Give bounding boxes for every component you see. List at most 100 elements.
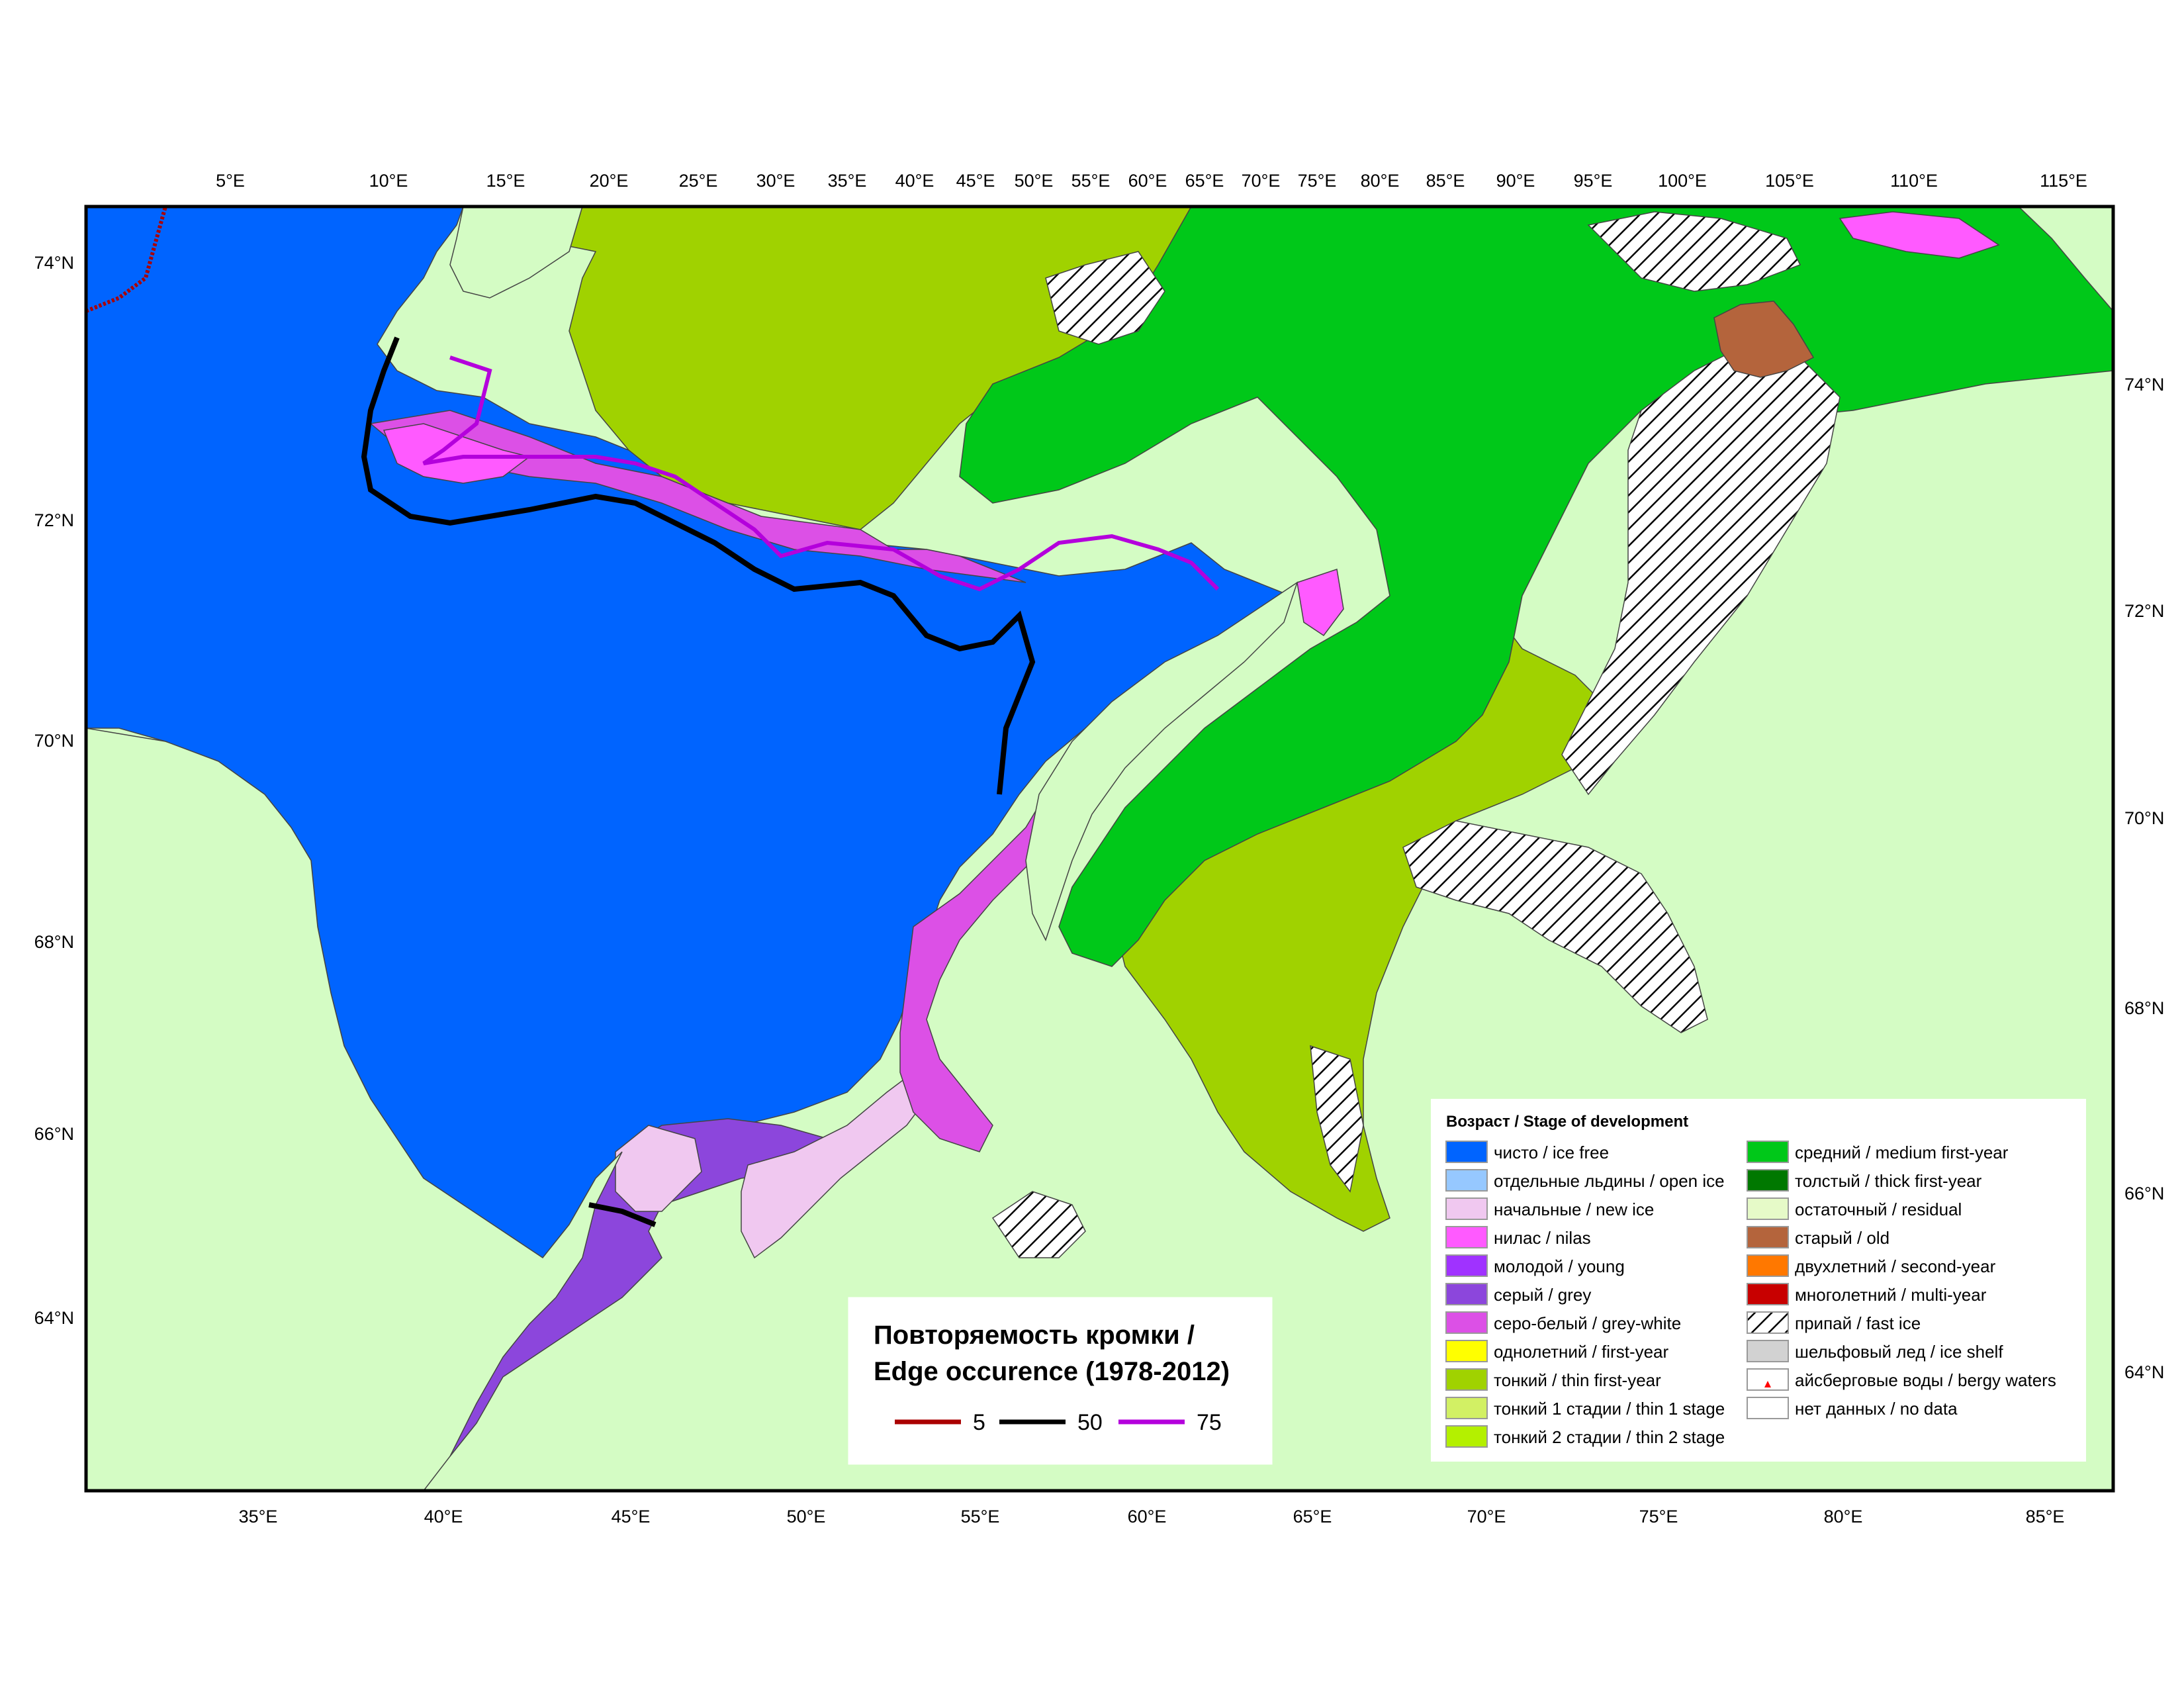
bottom-lon-label: 40°E: [424, 1507, 463, 1526]
right-latitude-labels: 74°N 72°N 70°N 68°N 66°N 64°N: [2124, 375, 2164, 1382]
legend-swatch: [1445, 1141, 1488, 1163]
left-lat-label: 72°N: [34, 510, 74, 530]
legend-swatch: [1445, 1311, 1488, 1334]
edge-line-50-south: [588, 1202, 657, 1227]
legend-label: двухлетний / second-year: [1795, 1256, 1996, 1276]
bottom-longitude-labels: 35°E 40°E 45°E 50°E 55°E 60°E 65°E 70°E 75°E 80°E…: [239, 1507, 2065, 1526]
edge-line-75: [422, 355, 1220, 592]
nilas-yamal-region: [1839, 211, 2000, 259]
top-lon-label: 40°E: [895, 171, 934, 191]
legend-label: припай / fast ice: [1795, 1313, 1921, 1333]
bottom-lon-label: 60°E: [1128, 1507, 1167, 1526]
top-lon-label: 85°E: [1426, 171, 1465, 191]
top-lon-label: 20°E: [590, 171, 629, 191]
right-lat-label: 64°N: [2124, 1362, 2164, 1382]
edge-line-50: [361, 336, 1036, 795]
edge-legend-label: 75: [1197, 1410, 1222, 1435]
legend-label: начальные / new ice: [1494, 1199, 1654, 1219]
edge-legend-title-line2: Edge occurence (1978-2012): [874, 1357, 1230, 1386]
edge-legend-title-line1: Повторяемость кромки /: [874, 1321, 1195, 1350]
legend-label: нилас / nilas: [1494, 1228, 1591, 1248]
edge-line-5: [86, 207, 167, 313]
legend-swatch: [1445, 1340, 1488, 1362]
top-lon-label: 65°E: [1185, 171, 1224, 191]
legend-label: айсберговые воды / bergy waters: [1795, 1370, 2056, 1390]
legend-label: тонкий 1 стадии / thin 1 stage: [1494, 1399, 1725, 1419]
legend-label: толстый / thick first-year: [1795, 1171, 1982, 1191]
top-lon-label: 80°E: [1361, 171, 1400, 191]
top-lon-label: 70°E: [1242, 171, 1281, 191]
nilas-region: [383, 423, 1344, 637]
legend-label: серо-белый / grey-white: [1494, 1313, 1681, 1333]
bottom-lon-label: 45°E: [612, 1507, 651, 1526]
top-lon-label: 30°E: [756, 171, 796, 191]
bottom-lon-label: 80°E: [1824, 1507, 1863, 1526]
edge-legend-label: 50: [1077, 1410, 1103, 1435]
bottom-lon-label: 55°E: [961, 1507, 1000, 1526]
legend-swatch: [1747, 1226, 1789, 1248]
top-lon-label: 105°E: [1765, 171, 1814, 191]
left-lat-label: 68°N: [34, 932, 74, 952]
top-lon-label: 5°E: [216, 171, 245, 191]
legend-label: средний / medium first-year: [1795, 1143, 2009, 1162]
bottom-lon-label: 85°E: [2026, 1507, 2065, 1526]
kola-land: [86, 727, 623, 1491]
top-longitude-labels: 5°E 10°E 15°E 20°E 25°E 30°E 35°E 40°E 45°E 50°E 5…: [216, 171, 2087, 191]
legend-swatch: [1747, 1397, 1789, 1419]
legend-swatch: [1747, 1368, 1789, 1391]
new-ice-region: [615, 1071, 927, 1259]
stage-legend-right-column: средний / medium first-year толстый / thi…: [1747, 1141, 2056, 1419]
left-latitude-labels: 74°N 72°N 70°N 68°N 66°N 64°N: [34, 253, 74, 1328]
legend-label: серый / grey: [1494, 1285, 1591, 1305]
legend-swatch: [1445, 1169, 1488, 1192]
legend-swatch: [1445, 1226, 1488, 1248]
grey-white-region: [369, 410, 1060, 1152]
legend-label: старый / old: [1795, 1228, 1889, 1248]
legend-label: чисто / ice free: [1494, 1143, 1609, 1162]
fast-ice-region: [991, 211, 1841, 1258]
legend-swatch: [1747, 1254, 1789, 1277]
left-lat-label: 70°N: [34, 731, 74, 751]
legend-label: молодой / young: [1494, 1256, 1625, 1276]
legend-label: однолетний / first-year: [1494, 1342, 1669, 1362]
top-lon-label: 110°E: [1890, 171, 1938, 191]
legend-swatch: [1747, 1311, 1789, 1334]
legend-swatch: [1747, 1340, 1789, 1362]
edge-legend-label: 5: [973, 1410, 985, 1435]
right-lat-label: 66°N: [2124, 1184, 2164, 1203]
top-lon-label: 100°E: [1658, 171, 1707, 191]
stage-legend: Возраст / Stage of development чисто / i…: [1431, 1099, 2086, 1462]
stage-legend-title: Возраст / Stage of development: [1446, 1113, 1688, 1131]
left-lat-label: 64°N: [34, 1308, 74, 1328]
right-lat-label: 70°N: [2124, 808, 2164, 828]
edge-occurrence-legend: Повторяемость кромки / Edge occurence (1…: [848, 1297, 1273, 1465]
legend-swatch: [1445, 1368, 1488, 1391]
bottom-lon-label: 70°E: [1467, 1507, 1506, 1526]
top-lon-label: 60°E: [1128, 171, 1167, 191]
legend-swatch: [1747, 1197, 1789, 1220]
top-lon-label: 55°E: [1071, 171, 1111, 191]
svalbard-land: [449, 207, 583, 299]
left-lat-label: 66°N: [34, 1124, 74, 1144]
legend-label: многолетний / multi-year: [1795, 1285, 1987, 1305]
legend-swatch: [1747, 1283, 1789, 1305]
top-lon-label: 50°E: [1015, 171, 1054, 191]
legend-swatch: [1445, 1425, 1488, 1448]
stage-legend-left-column: чисто / ice free отдельные льдины / open …: [1445, 1141, 1725, 1448]
right-lat-label: 72°N: [2124, 601, 2164, 621]
bergy-waters-icon: [1764, 1381, 1771, 1387]
top-lon-label: 45°E: [956, 171, 995, 191]
top-lon-label: 10°E: [369, 171, 408, 191]
map-frame: [84, 205, 2115, 1493]
legend-label: остаточный / residual: [1795, 1199, 1962, 1219]
edge-legend-box: [848, 1297, 1273, 1465]
left-lat-label: 74°N: [34, 253, 74, 273]
legend-swatch: [1445, 1197, 1488, 1220]
top-lon-label: 90°E: [1496, 171, 1535, 191]
map-body: [86, 207, 2113, 1491]
legend-label: тонкий / thin first-year: [1494, 1370, 1661, 1390]
old-ice-region: [1713, 301, 1815, 378]
legend-label: тонкий 2 стадии / thin 2 stage: [1494, 1427, 1725, 1447]
top-lon-label: 25°E: [679, 171, 718, 191]
